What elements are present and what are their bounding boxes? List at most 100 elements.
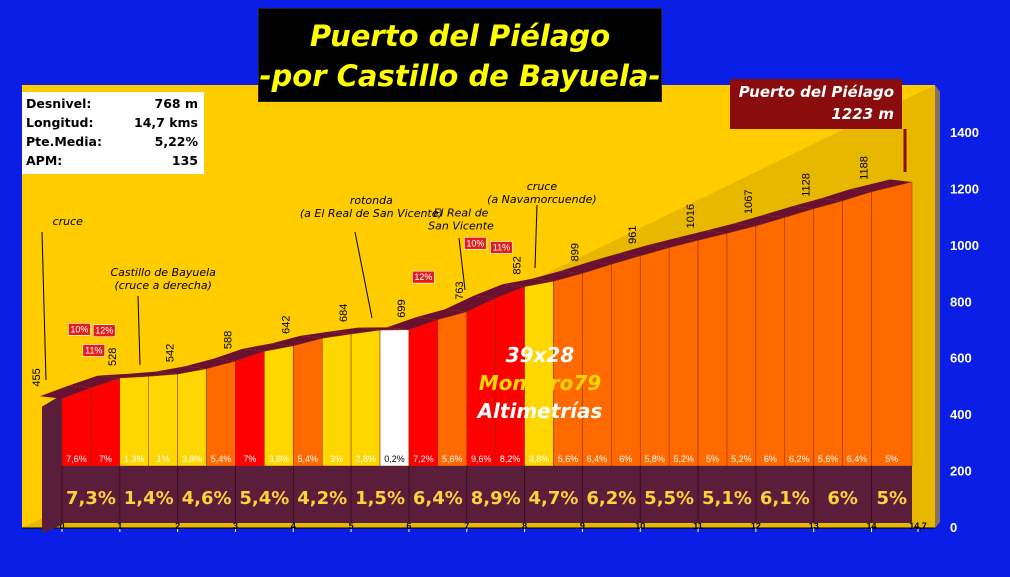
altitude-label: 961: [627, 226, 639, 244]
annotation-pointer: [354, 231, 373, 319]
km-grade-label: 6%: [827, 488, 858, 509]
altitude-label: 899: [569, 243, 581, 261]
km-grade-label: 5,1%: [702, 488, 752, 509]
km-grade-label: 6,1%: [760, 488, 810, 509]
y-tick-label: 400: [950, 407, 972, 422]
watermark-line1: 39x28: [506, 343, 575, 367]
profile-top-edge: [502, 278, 554, 287]
profile-column: [755, 217, 786, 467]
x-tick-label: 9: [580, 521, 585, 531]
km-grade-label: 4,7%: [529, 488, 579, 509]
altitude-label: 528: [107, 348, 119, 366]
title-line-1: Puerto del Piélago: [309, 19, 611, 53]
half-grade-label: 7%: [99, 454, 112, 464]
altitude-label: 1016: [685, 204, 697, 228]
watermark-line2: Montero79: [479, 371, 602, 395]
half-grade-label: 3%: [330, 454, 343, 464]
profile-column: [206, 360, 236, 467]
km-grade-label: 5%: [876, 488, 907, 509]
y-tick-label: 0: [950, 520, 957, 535]
profile-top-edge: [704, 223, 756, 234]
profile-top-edge: [68, 375, 120, 388]
half-grade-label: 7%: [243, 454, 256, 464]
half-grade-label: 5,2%: [673, 454, 694, 464]
stat-value: 768 m: [154, 96, 198, 111]
profile-column: [235, 350, 265, 467]
altitude-label: 588: [222, 331, 234, 349]
profile-start-wall: [42, 394, 62, 533]
half-grade-label: 1,3%: [124, 454, 145, 464]
half-grade-label: 6%: [764, 454, 777, 464]
half-grade-label: 7,6%: [66, 454, 87, 464]
stat-label: Desnivel:: [26, 96, 92, 111]
stat-row-desnivel: Desnivel: 768 m: [26, 96, 202, 114]
watermark-line3: Altimetrías: [476, 399, 603, 423]
steep-badge-label: 12%: [95, 326, 113, 336]
profile-column: [726, 225, 757, 467]
half-grade-label: 5%: [706, 454, 719, 464]
steep-badge: [82, 344, 106, 357]
place-annotation: El Real de: [433, 207, 488, 220]
x-tick-label: 0: [59, 521, 64, 531]
km-grade-label: 1,4%: [124, 488, 174, 509]
y-tick-label: 1400: [950, 125, 979, 140]
profile-top-edge: [184, 358, 236, 369]
profile-column: [177, 368, 207, 467]
x-tick-label: 3: [233, 521, 238, 531]
half-grade-label: 1%: [157, 454, 170, 464]
half-grade-label: 2,8%: [355, 454, 376, 464]
profile-column: [582, 263, 612, 467]
km-grade-label: 7,3%: [66, 488, 116, 509]
x-tick-label: 2: [175, 521, 180, 531]
half-grade-label: 5,6%: [558, 454, 579, 464]
half-grade-label: 5,4%: [211, 454, 232, 464]
stat-value: 14,7 kms: [134, 115, 198, 130]
profile-top-edge: [531, 270, 583, 282]
stat-value: 5,22%: [154, 134, 198, 149]
x-tick-label: 12: [751, 521, 761, 531]
profile-column: [784, 208, 814, 467]
profile-top-edge: [647, 237, 699, 248]
profile-top-edge: [271, 335, 323, 346]
profile-top-edge: [155, 366, 207, 375]
title-box: Puerto del Piélago -por Castillo de Bayu…: [258, 8, 662, 102]
profile-column: [611, 255, 641, 467]
profile-top-edge: [358, 327, 409, 331]
steep-badge: [68, 323, 91, 336]
x-tick-label: 4: [291, 521, 296, 531]
annotation-pointer: [137, 295, 141, 366]
x-tick-label: 6: [406, 521, 411, 531]
steep-badge-label: 10%: [466, 238, 484, 248]
place-annotation: rotonda: [350, 194, 393, 207]
y-tick-label: 200: [950, 464, 972, 479]
profile-top-edge: [733, 215, 785, 226]
profile-column: [697, 232, 728, 467]
half-grade-label: 5,6%: [442, 454, 463, 464]
stat-row-pendiente: Pte.Media: 5,22%: [26, 134, 202, 152]
profile-top-edge: [329, 327, 381, 335]
half-grade-label: 5,4%: [297, 454, 318, 464]
place-annotation: (a El Real de San Vicente): [300, 207, 443, 220]
altitude-label: 852: [512, 256, 524, 274]
profile-column: [350, 329, 381, 467]
profile-column: [408, 319, 439, 467]
profile-top-edge: [618, 245, 670, 256]
x-tick-label: 14: [867, 521, 877, 531]
half-grade-label: 6,4%: [587, 454, 608, 464]
half-grade-label: 5%: [885, 454, 898, 464]
km-grade-label: 4,6%: [182, 488, 232, 509]
profile-top-edge: [40, 385, 91, 399]
altitude-label: 699: [396, 299, 408, 317]
steep-badge: [412, 270, 435, 284]
profile-top-edge: [300, 331, 352, 339]
profile-column: [379, 329, 410, 467]
altitude-label: 763: [454, 281, 466, 299]
profile-top-edge: [791, 198, 843, 209]
x-tick-label: 10: [635, 521, 645, 531]
half-grade-label: 0,2%: [384, 454, 405, 464]
profile-column: [842, 191, 872, 467]
half-grade-label: 8,2%: [500, 454, 521, 464]
half-grade-label: 5,6%: [818, 454, 839, 464]
